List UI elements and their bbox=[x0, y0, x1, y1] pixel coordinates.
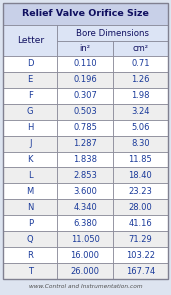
Bar bbox=[3, 72, 57, 88]
Bar bbox=[3, 3, 168, 25]
Bar bbox=[3, 215, 57, 231]
Text: 1.838: 1.838 bbox=[73, 155, 97, 164]
Text: 11.050: 11.050 bbox=[71, 235, 100, 244]
Text: 0.785: 0.785 bbox=[73, 123, 97, 132]
Bar bbox=[3, 247, 57, 263]
Bar bbox=[113, 231, 168, 247]
Bar bbox=[3, 152, 57, 168]
Text: H: H bbox=[27, 123, 33, 132]
Text: 0.307: 0.307 bbox=[73, 91, 97, 100]
Text: 8.30: 8.30 bbox=[131, 139, 150, 148]
Bar bbox=[57, 25, 168, 41]
Bar bbox=[3, 120, 57, 136]
Bar bbox=[57, 231, 113, 247]
Text: 0.503: 0.503 bbox=[73, 107, 97, 116]
Bar bbox=[57, 183, 113, 199]
Text: Bore Dimensions: Bore Dimensions bbox=[76, 29, 149, 37]
Text: 23.23: 23.23 bbox=[128, 187, 152, 196]
Bar bbox=[113, 136, 168, 152]
Bar bbox=[3, 25, 57, 56]
Bar bbox=[3, 56, 57, 72]
Text: K: K bbox=[28, 155, 33, 164]
Bar bbox=[113, 56, 168, 72]
Text: 11.85: 11.85 bbox=[128, 155, 152, 164]
Bar bbox=[113, 263, 168, 279]
Text: www.Control and Instrumentation.com: www.Control and Instrumentation.com bbox=[29, 284, 142, 289]
Text: R: R bbox=[27, 251, 33, 260]
Text: M: M bbox=[27, 187, 34, 196]
Bar bbox=[57, 199, 113, 215]
Text: 41.16: 41.16 bbox=[128, 219, 152, 228]
Bar bbox=[113, 247, 168, 263]
Text: 71.29: 71.29 bbox=[128, 235, 152, 244]
Text: cm²: cm² bbox=[132, 44, 148, 53]
Bar bbox=[57, 215, 113, 231]
Text: 28.00: 28.00 bbox=[128, 203, 152, 212]
Bar bbox=[113, 104, 168, 120]
Text: G: G bbox=[27, 107, 34, 116]
Bar bbox=[57, 88, 113, 104]
Text: in²: in² bbox=[80, 44, 91, 53]
Bar bbox=[3, 168, 57, 183]
Text: 4.340: 4.340 bbox=[73, 203, 97, 212]
Bar bbox=[3, 183, 57, 199]
Text: 0.71: 0.71 bbox=[131, 60, 150, 68]
Text: T: T bbox=[28, 267, 33, 276]
Bar bbox=[113, 183, 168, 199]
Text: 1.98: 1.98 bbox=[131, 91, 150, 100]
Bar bbox=[113, 199, 168, 215]
Text: D: D bbox=[27, 60, 34, 68]
Bar bbox=[57, 247, 113, 263]
Bar bbox=[3, 104, 57, 120]
Text: 5.06: 5.06 bbox=[131, 123, 150, 132]
Bar bbox=[113, 215, 168, 231]
Text: J: J bbox=[29, 139, 31, 148]
Text: 16.000: 16.000 bbox=[71, 251, 100, 260]
Bar bbox=[57, 56, 113, 72]
Bar bbox=[3, 136, 57, 152]
Bar bbox=[57, 152, 113, 168]
Text: 26.000: 26.000 bbox=[71, 267, 100, 276]
Bar bbox=[57, 104, 113, 120]
Bar bbox=[113, 168, 168, 183]
Text: 1.26: 1.26 bbox=[131, 76, 150, 84]
Bar bbox=[113, 88, 168, 104]
Text: P: P bbox=[28, 219, 33, 228]
Text: Relief Valve Orifice Size: Relief Valve Orifice Size bbox=[22, 9, 149, 19]
Bar bbox=[113, 152, 168, 168]
Text: 3.24: 3.24 bbox=[131, 107, 150, 116]
Bar bbox=[57, 263, 113, 279]
Bar bbox=[3, 263, 57, 279]
Text: 2.853: 2.853 bbox=[73, 171, 97, 180]
Text: F: F bbox=[28, 91, 33, 100]
Text: Letter: Letter bbox=[17, 36, 44, 45]
Bar bbox=[57, 136, 113, 152]
Bar bbox=[113, 72, 168, 88]
Text: 1.287: 1.287 bbox=[73, 139, 97, 148]
Text: 103.22: 103.22 bbox=[126, 251, 155, 260]
Text: L: L bbox=[28, 171, 32, 180]
Text: 6.380: 6.380 bbox=[73, 219, 97, 228]
Bar bbox=[57, 41, 113, 56]
Bar bbox=[113, 120, 168, 136]
Bar bbox=[113, 41, 168, 56]
Text: Q: Q bbox=[27, 235, 34, 244]
Bar bbox=[3, 199, 57, 215]
Bar bbox=[57, 120, 113, 136]
Text: N: N bbox=[27, 203, 33, 212]
Text: 167.74: 167.74 bbox=[126, 267, 155, 276]
Text: E: E bbox=[28, 76, 33, 84]
Text: 18.40: 18.40 bbox=[128, 171, 152, 180]
Bar bbox=[3, 88, 57, 104]
Bar bbox=[57, 168, 113, 183]
Text: 0.110: 0.110 bbox=[73, 60, 97, 68]
Bar bbox=[57, 72, 113, 88]
Text: 0.196: 0.196 bbox=[73, 76, 97, 84]
Bar bbox=[3, 231, 57, 247]
Text: 3.600: 3.600 bbox=[73, 187, 97, 196]
